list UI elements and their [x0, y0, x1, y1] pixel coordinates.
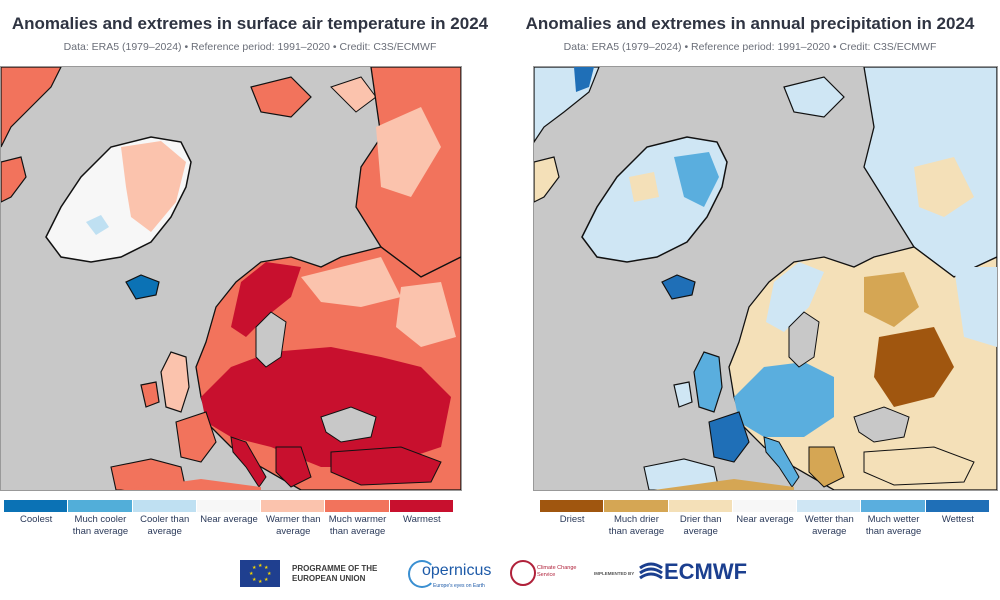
precipitation-legend — [540, 500, 990, 512]
legend-label: Much drier than average — [608, 514, 665, 537]
ecmwf-logo-icon — [639, 562, 663, 580]
temperature-legend-labels: Coolest Much cooler than average Cooler … — [4, 514, 454, 538]
temperature-legend — [4, 500, 454, 512]
copernicus-logo-text: opernicus — [422, 562, 492, 579]
legend-swatch-warmest — [389, 500, 453, 512]
temperature-panel: Anomalies and extremes in surface air te… — [0, 0, 500, 560]
temperature-title: Anomalies and extremes in surface air te… — [11, 14, 489, 33]
legend-swatch-wettest — [925, 500, 989, 512]
legend-swatch-much-cooler — [68, 500, 132, 512]
legend-swatch-driest — [540, 500, 604, 512]
c3s-logo-text: Climate Change Service — [537, 565, 577, 578]
footer-logos: ★ ★ ★ ★ ★ ★ ★ ★ PROGRAMME OF THE EUROPEAN UN… — [0, 556, 1000, 596]
eu-flag-icon: ★ ★ ★ ★ ★ ★ ★ ★ — [240, 560, 280, 587]
c3s-logo-icon — [510, 560, 536, 586]
legend-label: Drier than average — [679, 514, 722, 537]
legend-swatch-much-drier — [604, 500, 668, 512]
legend-swatch-warmer — [261, 500, 325, 512]
precipitation-title: Anomalies and extremes in annual precipi… — [525, 14, 975, 33]
legend-label: Warmest — [403, 514, 441, 525]
legend-swatch-wetter — [797, 500, 861, 512]
precipitation-map — [533, 66, 998, 491]
temperature-subtitle: Data: ERA5 (1979–2024) • Reference perio… — [63, 41, 437, 53]
legend-label: Wetter than average — [804, 514, 854, 537]
legend-label: Near average — [200, 514, 258, 525]
implemented-by-label: IMPLEMENTED BY — [594, 571, 635, 576]
legend-label: Much wetter than average — [865, 514, 922, 537]
legend-label: Coolest — [20, 514, 53, 525]
eu-programme-label: PROGRAMME OF THE EUROPEAN UNION — [292, 564, 378, 583]
ecmwf-logo-text: ECMWF — [664, 559, 748, 584]
legend-label: Near average — [736, 514, 794, 525]
legend-swatch-much-warmer — [325, 500, 389, 512]
legend-swatch-drier — [668, 500, 732, 512]
legend-swatch-cooler — [132, 500, 196, 512]
precipitation-subtitle: Data: ERA5 (1979–2024) • Reference perio… — [563, 41, 937, 53]
legend-swatch-much-wetter — [861, 500, 925, 512]
legend-label: Wettest — [941, 514, 974, 525]
legend-label: Cooler than average — [140, 514, 190, 537]
legend-label: Driest — [559, 514, 585, 525]
copernicus-logo-icon — [408, 560, 436, 588]
legend-swatch-coolest — [4, 500, 68, 512]
precipitation-panel: Anomalies and extremes in annual precipi… — [500, 0, 1000, 560]
legend-label: Much warmer than average — [328, 514, 387, 537]
legend-label: Warmer than average — [265, 514, 321, 537]
legend-swatch-near-average — [732, 500, 797, 512]
legend-swatch-near-average — [196, 500, 261, 512]
legend-label: Much cooler than average — [72, 514, 129, 537]
copernicus-tagline: Europe's eyes on Earth — [433, 583, 485, 589]
temperature-map — [0, 66, 462, 491]
precipitation-legend-labels: Driest Much drier than average Drier tha… — [540, 514, 990, 538]
